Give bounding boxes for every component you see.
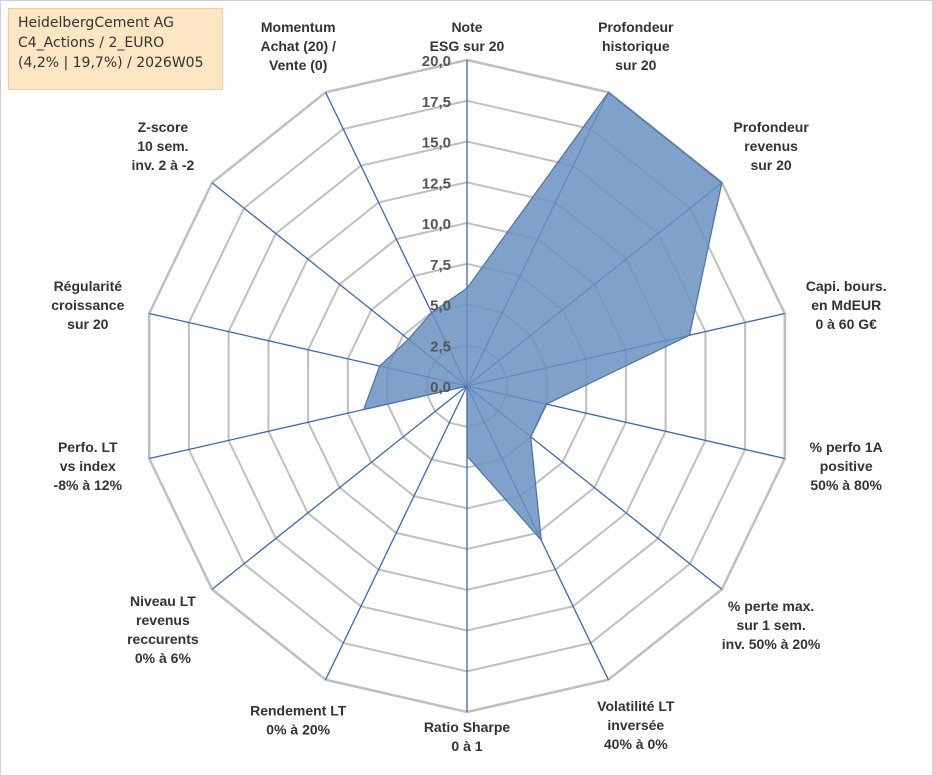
- tick-label: 20,0: [422, 53, 451, 70]
- axis-label-line: inv. 2 à -2: [132, 157, 195, 173]
- axis-label-line: -8% à 12%: [54, 477, 123, 493]
- axis-label-line: 50% à 80%: [810, 477, 882, 493]
- title-line-category: C4_Actions / 2_EURO: [18, 35, 165, 51]
- axis-label-line: sur 20: [615, 57, 656, 73]
- axis-label-line: reccurents: [127, 631, 199, 647]
- axis-label-line: sur 1 sem.: [736, 617, 805, 633]
- axis-spoke: [325, 385, 468, 680]
- axis-label-line: revenus: [136, 612, 190, 628]
- axis-label-line: Régularité: [54, 278, 123, 294]
- axis-label-line: inversée: [607, 717, 664, 733]
- tick-label: 17,5: [422, 94, 451, 111]
- axis-label-line: 10 sem.: [137, 138, 188, 154]
- axis-label: Volatilité LT inversée 40% à 0%: [597, 698, 675, 752]
- axis-label-line: Niveau LT: [130, 593, 196, 609]
- series-area: [362, 91, 723, 542]
- axis-label-line: sur 20: [750, 157, 791, 173]
- axis-label: Profondeur revenus sur 20: [733, 119, 809, 173]
- axis-label: Profondeur historique sur 20: [598, 19, 674, 73]
- axis-label: Ratio Sharpe 0 à 1: [424, 719, 511, 754]
- axis-label: Régularité croissance sur 20: [51, 278, 124, 332]
- axis-label: Niveau LT revenus reccurents 0% à 6%: [127, 593, 199, 666]
- axis-label-line: sur 20: [67, 316, 108, 332]
- axis-label-line: ESG sur 20: [430, 38, 505, 54]
- axis-label-line: % perfo 1A: [810, 439, 883, 455]
- axis-label-line: Vente (0): [269, 57, 327, 73]
- axis-label-line: revenus: [744, 138, 798, 154]
- axis-label-line: Perfo. LT: [58, 439, 118, 455]
- axis-label-line: Rendement LT: [250, 703, 347, 719]
- axis-spoke: [211, 385, 468, 590]
- axis-label-line: % perte max.: [728, 598, 814, 614]
- axis-label-line: Achat (20) /: [260, 38, 336, 54]
- axis-label-line: Profondeur: [733, 119, 809, 135]
- title-box: HeidelbergCement AG C4_Actions / 2_EURO …: [8, 8, 223, 90]
- axis-label-line: 0 à 60 G€: [815, 316, 877, 332]
- radar-series: [362, 91, 723, 542]
- axis-label: Z-score 10 sem. inv. 2 à -2: [132, 119, 195, 173]
- tick-label: 7,5: [430, 257, 451, 274]
- axis-label-line: 40% à 0%: [604, 736, 668, 752]
- radar-axis-labels: Note ESG sur 20 Profondeur historique sur 20…: [51, 19, 886, 754]
- tick-label: 2,5: [430, 338, 451, 355]
- axis-label-line: 0% à 6%: [135, 650, 192, 666]
- axis-label-line: Momentum: [261, 19, 336, 35]
- axis-label-line: Capi. bours.: [806, 278, 887, 294]
- axis-label-line: croissance: [51, 297, 124, 313]
- axis-label: Perfo. LT vs index -8% à 12%: [54, 439, 123, 493]
- axis-label-line: 0% à 20%: [266, 722, 330, 738]
- axis-label-line: positive: [820, 458, 873, 474]
- tick-label: 5,0: [430, 298, 451, 315]
- axis-label-line: Note: [451, 19, 482, 35]
- tick-label: 15,0: [422, 135, 451, 152]
- axis-label: Note ESG sur 20: [430, 19, 505, 54]
- axis-label: % perfo 1A positive 50% à 80%: [810, 439, 883, 493]
- tick-label: 12,5: [422, 175, 451, 192]
- title-line-company: HeidelbergCement AG: [18, 15, 174, 31]
- title-line-stats: (4,2% | 19,7%) / 2026W05: [18, 55, 204, 71]
- axis-label-line: 0 à 1: [451, 738, 482, 754]
- axis-label-line: Volatilité LT: [597, 698, 675, 714]
- axis-label-line: historique: [602, 38, 670, 54]
- axis-label: Capi. bours. en MdEUR 0 à 60 G€: [806, 278, 887, 332]
- axis-label: Rendement LT 0% à 20%: [250, 703, 347, 738]
- axis-label-line: Z-score: [138, 119, 189, 135]
- radar-tick-labels: 0,0 2,5 5,0 7,5 10,0 12,5 15,0 17,5 20,0: [422, 53, 451, 396]
- axis-label-line: inv. 50% à 20%: [722, 636, 821, 652]
- axis-label-line: Ratio Sharpe: [424, 719, 511, 735]
- axis-label: Momentum Achat (20) / Vente (0): [260, 19, 336, 73]
- tick-label: 10,0: [422, 216, 451, 233]
- axis-label-line: en MdEUR: [811, 297, 881, 313]
- axis-label: % perte max. sur 1 sem. inv. 50% à 20%: [722, 598, 821, 652]
- axis-label-line: vs index: [60, 458, 116, 474]
- axis-label-line: Profondeur: [598, 19, 674, 35]
- tick-label: 0,0: [430, 379, 451, 396]
